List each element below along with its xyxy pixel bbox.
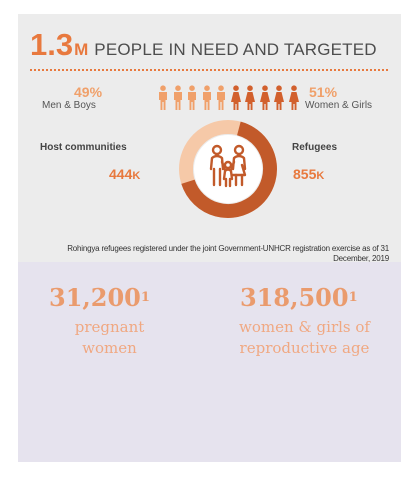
women-girls-reproductive-label: women & girls of reproductive age [222,317,387,359]
refugees-unit: K [316,170,325,182]
pregnant-women-label-line2: women [82,339,137,357]
women-girls-label: Women & Girls [305,100,373,111]
refugees-number: 855 [293,166,317,182]
headline-text: PEOPLE IN NEED AND TARGETED [94,40,377,59]
pregnant-women-label: pregnant women [52,317,167,359]
registration-footnote: Rohingya refugees registered under the j… [67,244,389,263]
person-icon [245,85,255,110]
women-girls-percent: 51% [309,84,338,100]
person-icon [217,85,225,110]
pregnant-women-number: 31,2001 [49,284,150,312]
reproductive-health-panel: 31,2001 pregnant women 318,5001 women & … [18,262,401,462]
women-girls-label-line2: reproductive age [239,339,370,357]
dotted-divider [30,69,388,71]
donut-refugee-arc [179,120,277,218]
men-boys-percent: 49% [74,84,103,100]
host-communities-label: Host communities [40,142,127,153]
women-girls-label-line1: women & girls of [239,318,370,336]
headline: 1.3 M PEOPLE IN NEED AND TARGETED [30,28,377,62]
pregnant-women-value: 31,200 [49,283,141,312]
women-girls-footnote-mark: 1 [348,290,358,305]
person-icon [288,85,299,110]
person-icon [173,85,182,110]
pregnant-women-footnote-mark: 1 [140,290,150,305]
person-icon [159,85,167,110]
family-icon [209,144,247,188]
person-icon [230,85,241,110]
person-icon [188,85,196,110]
women-girls-value: 318,500 [240,283,349,312]
population-donut [179,120,277,218]
host-communities-unit: K [132,170,141,182]
host-communities-value: 444K [109,166,140,184]
person-icon [274,85,284,110]
headline-unit: M [74,40,89,59]
refugees-label: Refugees [292,142,338,153]
men-boys-label: Men & Boys [42,100,96,111]
person-icon [202,85,211,110]
pregnant-women-label-line1: pregnant [74,318,145,336]
headline-number: 1.3 [30,27,74,62]
person-icon [259,85,270,110]
refugees-value: 855K [293,166,324,184]
women-girls-number: 318,5001 [240,284,358,312]
host-communities-number: 444 [109,166,133,182]
people-in-need-panel: 1.3 M PEOPLE IN NEED AND TARGETED 49% Me… [18,14,401,263]
gender-people-row [157,85,302,111]
